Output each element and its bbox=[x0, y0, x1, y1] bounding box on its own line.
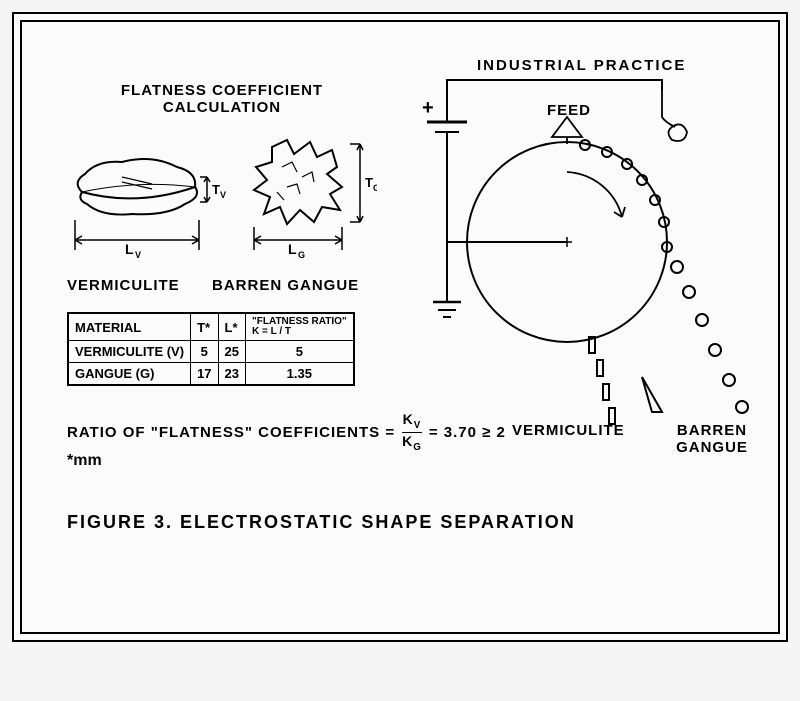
figure-title: FIGURE 3. ELECTROSTATIC SHAPE SEPARATION bbox=[67, 512, 576, 533]
gangue-shape-label: BARREN GANGUE bbox=[212, 277, 359, 294]
svg-text:G: G bbox=[298, 250, 305, 260]
th-material: MATERIAL bbox=[68, 313, 191, 341]
svg-text:V: V bbox=[220, 190, 226, 200]
ratio-prefix: RATIO OF "FLATNESS" COEFFICIENTS = bbox=[67, 424, 395, 441]
flatness-calc-title: FLATNESS COEFFICIENT CALCULATION bbox=[92, 82, 352, 116]
svg-text:L: L bbox=[125, 241, 134, 257]
shapes-diagram: T V L V T G L G bbox=[67, 132, 377, 282]
svg-text:G: G bbox=[373, 183, 377, 193]
title-line2: CALCULATION bbox=[163, 99, 281, 116]
flatness-table: MATERIAL T* L* "FLATNESS RATIO" K = L / … bbox=[67, 312, 355, 386]
vermiculite-shape-label: VERMICULITE bbox=[67, 277, 180, 294]
th-ratio: "FLATNESS RATIO" K = L / T bbox=[246, 313, 354, 341]
vermiculite-output-label: VERMICULITE bbox=[512, 422, 625, 439]
th-T: T* bbox=[191, 313, 218, 341]
table-row: VERMICULITE (V) 5 25 5 bbox=[68, 341, 354, 363]
svg-text:T: T bbox=[212, 182, 220, 197]
th-L: L* bbox=[218, 313, 245, 341]
title-line1: FLATNESS COEFFICIENT bbox=[121, 82, 323, 99]
svg-text:V: V bbox=[135, 250, 141, 260]
table-row: GANGUE (G) 17 23 1.35 bbox=[68, 363, 354, 386]
mm-footnote: *mm bbox=[67, 452, 102, 470]
gangue-output-label: BARREN GANGUE bbox=[662, 422, 762, 456]
svg-text:L: L bbox=[288, 241, 297, 257]
svg-text:T: T bbox=[365, 175, 373, 190]
svg-text:+: + bbox=[422, 97, 434, 119]
